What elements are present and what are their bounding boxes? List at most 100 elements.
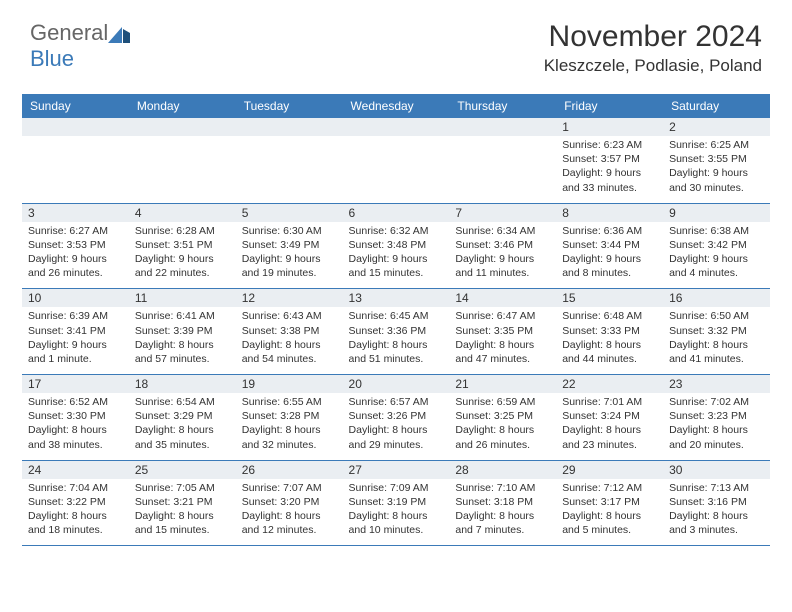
day-content: Sunrise: 6:30 AMSunset: 3:49 PMDaylight:… (236, 222, 343, 289)
daylight-text: Daylight: 8 hours and 12 minutes. (242, 509, 337, 537)
week-row: 3Sunrise: 6:27 AMSunset: 3:53 PMDaylight… (22, 203, 770, 289)
day-number: 18 (129, 375, 236, 393)
daylight-text: Daylight: 9 hours and 22 minutes. (135, 252, 230, 280)
day-cell: 3Sunrise: 6:27 AMSunset: 3:53 PMDaylight… (22, 203, 129, 289)
sunrise-text: Sunrise: 6:59 AM (455, 395, 550, 409)
day-content: Sunrise: 6:55 AMSunset: 3:28 PMDaylight:… (236, 393, 343, 460)
day-number (449, 118, 556, 136)
day-number: 17 (22, 375, 129, 393)
sunrise-text: Sunrise: 6:45 AM (349, 309, 444, 323)
sunrise-text: Sunrise: 6:50 AM (669, 309, 764, 323)
sunset-text: Sunset: 3:30 PM (28, 409, 123, 423)
day-number: 5 (236, 204, 343, 222)
sunset-text: Sunset: 3:22 PM (28, 495, 123, 509)
day-cell: 21Sunrise: 6:59 AMSunset: 3:25 PMDayligh… (449, 375, 556, 461)
day-number: 23 (663, 375, 770, 393)
day-cell: 23Sunrise: 7:02 AMSunset: 3:23 PMDayligh… (663, 375, 770, 461)
daylight-text: Daylight: 8 hours and 3 minutes. (669, 509, 764, 537)
day-cell (449, 118, 556, 203)
day-number: 25 (129, 461, 236, 479)
day-cell: 14Sunrise: 6:47 AMSunset: 3:35 PMDayligh… (449, 289, 556, 375)
day-cell: 20Sunrise: 6:57 AMSunset: 3:26 PMDayligh… (343, 375, 450, 461)
daylight-text: Daylight: 8 hours and 35 minutes. (135, 423, 230, 451)
sunrise-text: Sunrise: 6:52 AM (28, 395, 123, 409)
day-cell: 17Sunrise: 6:52 AMSunset: 3:30 PMDayligh… (22, 375, 129, 461)
calendar-table: Sunday Monday Tuesday Wednesday Thursday… (22, 94, 770, 546)
daylight-text: Daylight: 9 hours and 33 minutes. (562, 166, 657, 194)
dayname-wed: Wednesday (343, 94, 450, 118)
day-content (129, 136, 236, 186)
day-number (236, 118, 343, 136)
daylight-text: Daylight: 8 hours and 26 minutes. (455, 423, 550, 451)
day-number: 16 (663, 289, 770, 307)
sunset-text: Sunset: 3:18 PM (455, 495, 550, 509)
day-content: Sunrise: 7:01 AMSunset: 3:24 PMDaylight:… (556, 393, 663, 460)
sunset-text: Sunset: 3:25 PM (455, 409, 550, 423)
location: Kleszczele, Podlasie, Poland (544, 56, 762, 76)
day-content: Sunrise: 7:05 AMSunset: 3:21 PMDaylight:… (129, 479, 236, 546)
week-row: 17 Sunrise: 6:52 AMSunset: 3:30 PM Dayligh… (22, 375, 770, 461)
logo-text-2: Blue (30, 46, 74, 71)
day-number: 20 (343, 375, 450, 393)
day-content: Sunrise: 6:39 AMSunset: 3:41 PMDaylight:… (22, 307, 129, 374)
day-cell: 29Sunrise: 7:12 AMSunset: 3:17 PMDayligh… (556, 460, 663, 546)
sunrise-text: Sunrise: 6:41 AM (135, 309, 230, 323)
day-content: Sunrise: 7:13 AMSunset: 3:16 PMDaylight:… (663, 479, 770, 546)
week-row: 1Sunrise: 6:23 AMSunset: 3:57 PMDaylight… (22, 118, 770, 203)
daylight-text: Daylight: 8 hours and 5 minutes. (562, 509, 657, 537)
dayname-fri: Friday (556, 94, 663, 118)
day-content (236, 136, 343, 186)
day-cell: 19Sunrise: 6:55 AMSunset: 3:28 PMDayligh… (236, 375, 343, 461)
day-content: Sunrise: 6:34 AMSunset: 3:46 PMDaylight:… (449, 222, 556, 289)
daylight-text: Daylight: 9 hours and 15 minutes. (349, 252, 444, 280)
day-cell: 18Sunrise: 6:54 AMSunset: 3:29 PMDayligh… (129, 375, 236, 461)
sunset-text: Sunset: 3:19 PM (349, 495, 444, 509)
day-cell: 16Sunrise: 6:50 AMSunset: 3:32 PMDayligh… (663, 289, 770, 375)
day-cell: 28Sunrise: 7:10 AMSunset: 3:18 PMDayligh… (449, 460, 556, 546)
sunrise-text: Sunrise: 6:30 AM (242, 224, 337, 238)
day-content: Sunrise: 7:12 AMSunset: 3:17 PMDaylight:… (556, 479, 663, 546)
day-cell: 2Sunrise: 6:25 AMSunset: 3:55 PMDaylight… (663, 118, 770, 203)
sunset-text: Sunset: 3:49 PM (242, 238, 337, 252)
sunset-text: Sunset: 3:29 PM (135, 409, 230, 423)
day-cell: 26Sunrise: 7:07 AMSunset: 3:20 PMDayligh… (236, 460, 343, 546)
day-cell: 22Sunrise: 7:01 AMSunset: 3:24 PMDayligh… (556, 375, 663, 461)
sunset-text: Sunset: 3:57 PM (562, 152, 657, 166)
header: General November 2024 Kleszczele, Podlas… (0, 0, 792, 84)
day-cell: 13Sunrise: 6:45 AMSunset: 3:36 PMDayligh… (343, 289, 450, 375)
day-content (22, 136, 129, 186)
sunrise-text: Sunrise: 7:05 AM (135, 481, 230, 495)
day-content: Sunrise: 6:47 AMSunset: 3:35 PMDaylight:… (449, 307, 556, 374)
day-cell: 27Sunrise: 7:09 AMSunset: 3:19 PMDayligh… (343, 460, 450, 546)
daylight-text: Daylight: 8 hours and 23 minutes. (562, 423, 657, 451)
day-content: Sunrise: 6:57 AMSunset: 3:26 PMDaylight:… (343, 393, 450, 460)
day-number: 15 (556, 289, 663, 307)
day-number (129, 118, 236, 136)
day-number: 29 (556, 461, 663, 479)
week-row: 10Sunrise: 6:39 AMSunset: 3:41 PMDayligh… (22, 289, 770, 375)
daylight-text: Daylight: 8 hours and 41 minutes. (669, 338, 764, 366)
sunrise-text: Sunrise: 6:39 AM (28, 309, 123, 323)
daylight-text: Daylight: 8 hours and 15 minutes. (135, 509, 230, 537)
day-cell: 10Sunrise: 6:39 AMSunset: 3:41 PMDayligh… (22, 289, 129, 375)
daylight-text: Daylight: 8 hours and 10 minutes. (349, 509, 444, 537)
sunset-text: Sunset: 3:53 PM (28, 238, 123, 252)
day-content: Sunrise: 6:28 AMSunset: 3:51 PMDaylight:… (129, 222, 236, 289)
daylight-text: Daylight: 8 hours and 51 minutes. (349, 338, 444, 366)
sunset-text: Sunset: 3:21 PM (135, 495, 230, 509)
logo: General (30, 20, 132, 46)
sunset-text: Sunset: 3:26 PM (349, 409, 444, 423)
sunrise-text: Sunrise: 7:09 AM (349, 481, 444, 495)
day-cell: 1Sunrise: 6:23 AMSunset: 3:57 PMDaylight… (556, 118, 663, 203)
day-cell: 8Sunrise: 6:36 AMSunset: 3:44 PMDaylight… (556, 203, 663, 289)
sunset-text: Sunset: 3:36 PM (349, 324, 444, 338)
logo-text-1: General (30, 20, 108, 46)
sunset-text: Sunset: 3:20 PM (242, 495, 337, 509)
day-content: Sunrise: 7:10 AMSunset: 3:18 PMDaylight:… (449, 479, 556, 546)
sunset-text: Sunset: 3:51 PM (135, 238, 230, 252)
sunrise-text: Sunrise: 6:57 AM (349, 395, 444, 409)
day-cell (236, 118, 343, 203)
day-number (343, 118, 450, 136)
day-content: Sunrise: 6:41 AMSunset: 3:39 PMDaylight:… (129, 307, 236, 374)
day-number (22, 118, 129, 136)
